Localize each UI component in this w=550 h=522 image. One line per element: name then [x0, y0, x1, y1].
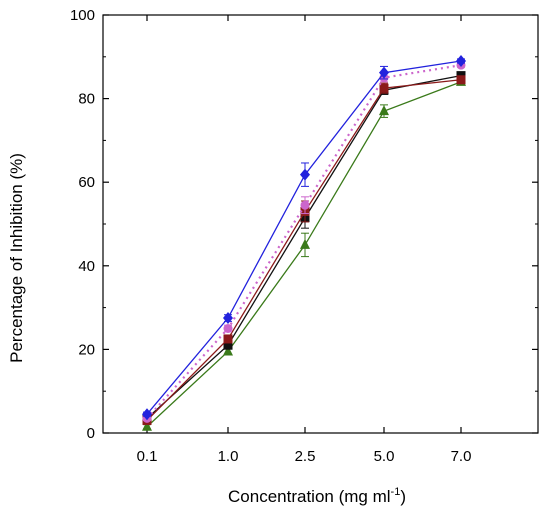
x-axis-title: Concentration (mg ml-1) — [228, 486, 406, 506]
y-axis-title: Percentage of Inhibition (%) — [7, 153, 26, 363]
data-point — [300, 238, 310, 249]
x-tick-label: 0.1 — [137, 448, 158, 465]
data-point — [223, 312, 233, 325]
data-point — [223, 334, 233, 344]
series-0 — [142, 54, 466, 421]
x-axis-title-superscript: -1 — [391, 486, 401, 498]
series-2 — [142, 75, 466, 425]
data-point — [223, 324, 233, 333]
x-tick-label: 1.0 — [218, 448, 239, 465]
x-axis-title-suffix: ) — [400, 487, 406, 506]
series-line — [146, 60, 462, 415]
y-tick-label: 80 — [78, 91, 95, 108]
data-point — [379, 83, 389, 93]
plot-frame — [102, 14, 539, 434]
axes: 0 20 40 60 80 100 0.1 1.0 2.5 5.0 7.0 — [70, 7, 539, 465]
x-tick-label: 5.0 — [374, 448, 395, 465]
data-point — [379, 105, 389, 116]
x-axis-title-main: Concentration (mg ml — [228, 487, 391, 506]
y-tick-label: 100 — [70, 7, 95, 24]
data-point — [223, 345, 233, 356]
y-tick-label: 40 — [78, 258, 95, 275]
series-line — [146, 79, 462, 421]
data-point — [300, 200, 310, 210]
data-point — [223, 340, 233, 350]
data-point — [142, 408, 152, 421]
data-point — [300, 168, 310, 181]
y-tick-label: 0 — [87, 425, 95, 442]
x-tick-label: 2.5 — [295, 448, 316, 465]
data-point — [379, 66, 389, 79]
data-point — [456, 54, 466, 67]
y-tick-label: 20 — [78, 341, 95, 358]
x-tick-label: 7.0 — [451, 448, 472, 465]
data-point — [456, 75, 466, 85]
y-tick-label: 60 — [78, 174, 95, 191]
data-point — [142, 420, 152, 431]
series-group — [142, 54, 466, 431]
